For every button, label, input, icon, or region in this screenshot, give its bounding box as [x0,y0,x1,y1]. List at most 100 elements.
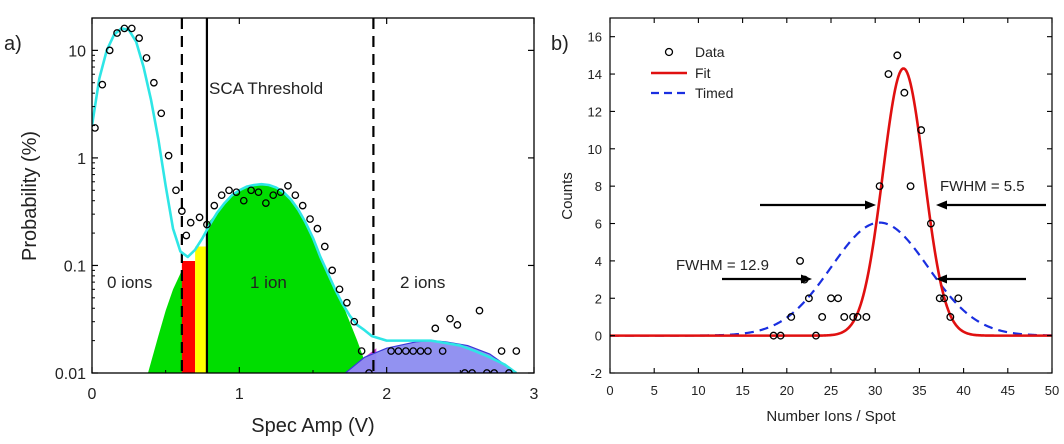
data-point [776,331,785,340]
data-point [438,347,447,355]
data-point [387,347,395,355]
data-point [812,331,820,340]
data-point [917,126,926,135]
annotation-fwhm-5-5: FWHM = 5.5 [940,178,1025,195]
fwhm-5-5-arrowhead-left [865,200,876,210]
data-point [328,266,337,275]
data-point [276,188,285,197]
data-point [796,256,805,265]
data-point [900,88,909,97]
panel-b-x-axis-label: Number Ions / Spot [766,408,896,425]
y-tick-label: 8 [595,179,602,194]
data-point [98,80,107,89]
fwhm-12-9-arrows: FWHM = 12.9 [676,257,1026,284]
data-point [217,191,226,200]
data-point [195,213,204,222]
panel-b-data-points [769,51,963,340]
data-point [210,201,219,210]
panel-a-fill-regions [147,184,518,373]
data-point [804,294,813,303]
y-tick-label: 0.01 [55,366,86,383]
data-point [120,24,129,33]
data-point [350,317,359,326]
panel-b-x-axis: 0 5 10 15 20 25 30 35 40 45 50 [606,18,1059,398]
data-point [135,34,143,42]
data-point [320,242,329,251]
data-point [834,294,843,303]
data-point [127,24,136,33]
data-point [343,298,351,307]
data-point [105,46,114,55]
panel-a: a) 0 1 2 3 0.01 0.1 1 10 Spec Amp (V) Probabil… [4,17,539,437]
data-point [254,188,263,197]
data-point [157,109,166,118]
annotation-0-ions: 0 ions [107,273,152,292]
data-point [512,347,521,355]
x-tick-label: 0 [606,383,613,398]
data-point [827,294,835,303]
x-tick-label: 0 [88,386,97,403]
data-point [203,220,211,229]
panel-b-y-axis: -2 0 2 4 6 8 10 12 14 16 [588,30,1052,381]
data-point [164,151,173,160]
annotation-2-ions: 2 ions [400,273,445,292]
data-point [453,321,462,329]
legend: Data Fit Timed [651,44,733,101]
fit-curve-b [610,67,1052,337]
data-point [247,186,255,195]
panel-a-x-axis: 0 1 2 3 [88,18,539,403]
x-tick-label: 10 [691,383,705,398]
panel-a-y-axis-label: Probability (%) [19,131,41,261]
data-point [787,312,796,321]
panel-a-label: a) [4,33,22,55]
annotation-1-ion: 1 ion [250,273,287,292]
legend-entry-fit: Fit [695,65,711,81]
x-tick-label: 25 [824,383,838,398]
x-tick-label: 1 [235,386,244,403]
x-tick-label: 40 [956,383,970,398]
panel-a-threshold-lines [180,18,375,373]
fill-region-green-3 [206,184,369,373]
y-tick-label: 4 [595,254,602,269]
data-point [306,215,314,223]
y-tick-label: 16 [588,30,602,45]
y-tick-label: 14 [588,67,602,82]
data-point [840,312,849,321]
data-point [269,191,278,200]
data-point [818,312,827,321]
panel-b-label: b) [551,33,569,55]
data-point [497,347,506,355]
data-point [113,29,121,37]
panel-a-y-axis: 0.01 0.1 1 10 [55,17,534,383]
data-point [142,54,151,62]
data-point [884,70,893,79]
data-point [940,294,949,303]
y-tick-label: 12 [588,104,602,119]
y-tick-label: 0 [595,329,602,344]
data-point [313,224,322,233]
y-tick-label: 0.1 [64,258,86,275]
y-tick-label: 6 [595,217,602,232]
x-tick-label: 2 [382,386,391,403]
data-point [946,312,955,321]
x-tick-label: 15 [735,383,749,398]
data-point [182,231,191,240]
data-point [862,312,871,321]
panel-a-x-axis-label: Spec Amp (V) [251,415,374,437]
data-point [954,294,963,303]
data-point [409,347,418,355]
data-point [424,347,432,355]
data-point [298,201,307,210]
data-point [446,314,454,323]
fwhm-5-5-arrowhead-right [936,200,947,210]
x-tick-label: 35 [912,383,926,398]
data-point [291,191,300,200]
fill-region-green-0 [147,270,185,373]
panel-a-fit-layer [92,27,518,373]
y-tick-label: 10 [588,142,602,157]
data-point [431,324,440,333]
y-tick-label: 1 [77,151,86,168]
fill-region-red-1 [181,261,196,373]
panel-b-curves [610,67,1052,337]
